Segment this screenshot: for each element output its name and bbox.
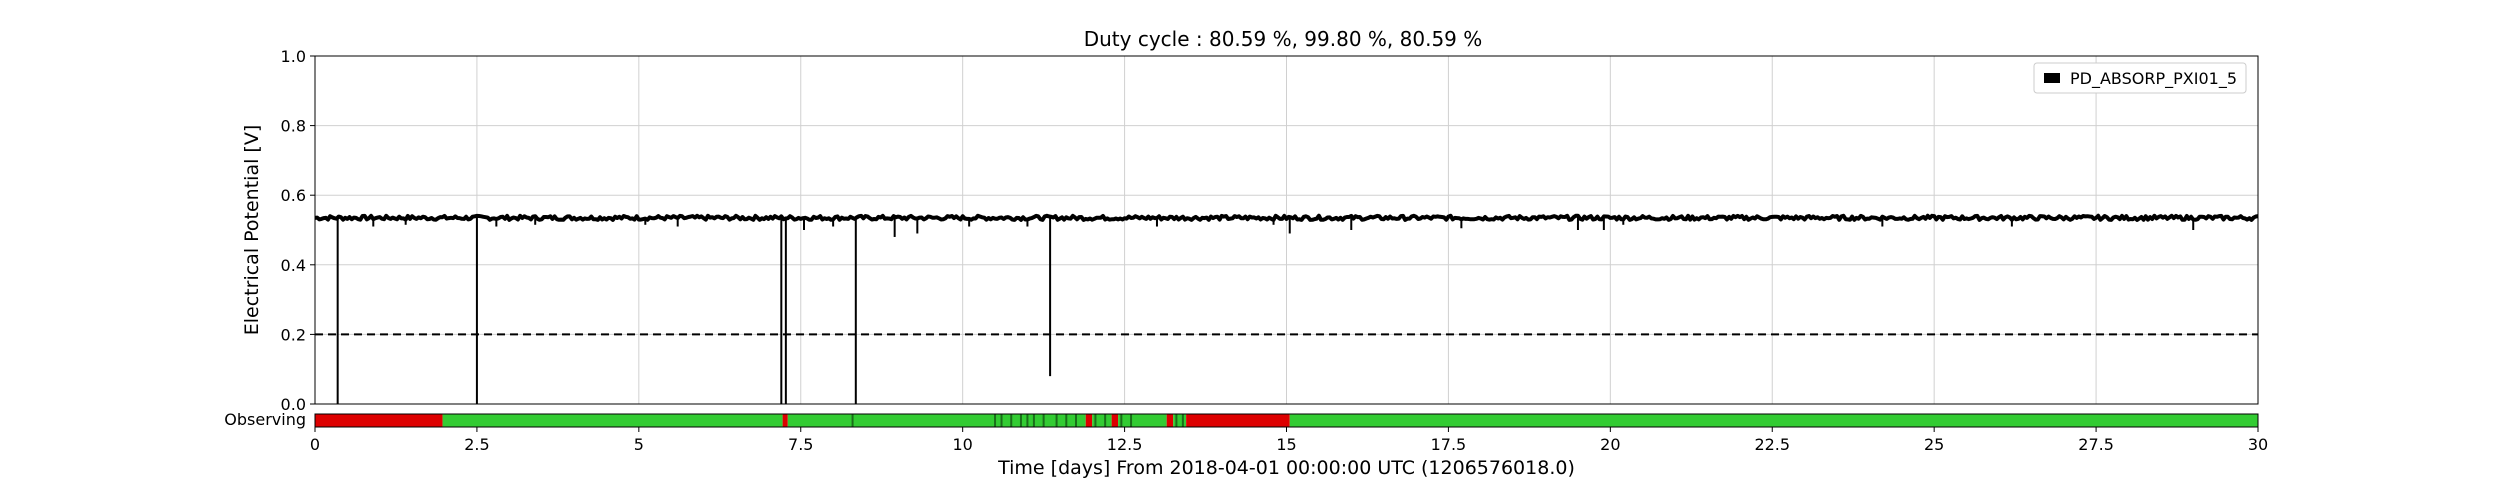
data-layer	[314, 213, 2259, 404]
x-tick-label-1: 2.5	[464, 435, 489, 454]
series-line-PD_ABSORP_PXI01_5	[314, 213, 2259, 222]
segment-2	[782, 414, 788, 427]
y-axis-ticks: 0.0 0.2 0.4 0.6 0.8 1.0	[281, 47, 315, 414]
segment-6	[1111, 414, 1119, 427]
y-tick-label-4: 0.8	[281, 117, 306, 136]
plot-frame	[314, 55, 2259, 405]
chart-title: Duty cycle : 80.59 %, 99.80 %, 80.59 %	[1084, 27, 1483, 51]
y-tick-label-2: 0.4	[281, 256, 306, 275]
segment-4	[1085, 414, 1093, 427]
x-tick-label-0: 0	[310, 435, 320, 454]
x-tick-label-4: 10	[952, 435, 972, 454]
y-axis-label: Electrical Potential [V]	[241, 125, 263, 335]
observing-segment-bar	[315, 414, 2258, 427]
observing-label: Observing	[224, 410, 306, 429]
x-tick-label-5: 12.5	[1107, 435, 1143, 454]
x-tick-label-6: 15	[1276, 435, 1296, 454]
x-tick-label-2: 5	[634, 435, 644, 454]
x-tick-label-7: 17.5	[1431, 435, 1467, 454]
x-tick-label-11: 27.5	[2078, 435, 2114, 454]
segment-0	[315, 414, 443, 427]
y-tick-label-5: 1.0	[281, 47, 306, 66]
x-axis-ticks: 0 2.5 5 7.5 10 12.5 15 17.5 20 22.5 25 27.5 30	[310, 427, 2268, 454]
legend-box	[2033, 62, 2247, 94]
legend: PD_ABSORP_PXI01_5	[2033, 62, 2247, 94]
x-tick-label-12: 30	[2248, 435, 2268, 454]
y-tick-label-1: 0.2	[281, 325, 306, 344]
legend-swatch	[2044, 73, 2060, 83]
y-tick-label-3: 0.6	[281, 186, 306, 205]
segment-8	[1166, 414, 1174, 427]
segment-9	[1173, 414, 1187, 427]
x-tick-label-9: 22.5	[1754, 435, 1790, 454]
segment-3	[787, 414, 1086, 427]
x-axis-label: Time [days] From 2018-04-01 00:00:00 UTC…	[997, 457, 1575, 479]
x-tick-label-8: 20	[1600, 435, 1620, 454]
segment-10	[1186, 414, 1290, 427]
x-tick-label-3: 7.5	[788, 435, 813, 454]
segment-7	[1118, 414, 1167, 427]
legend-entry-label: PD_ABSORP_PXI01_5	[2070, 69, 2237, 89]
segment-11	[1289, 414, 2258, 427]
segment-1	[442, 414, 783, 427]
x-tick-label-10: 25	[1924, 435, 1944, 454]
grid	[314, 55, 2259, 405]
segment-5	[1092, 414, 1112, 427]
y-tick-label-0: 0.0	[281, 395, 306, 414]
